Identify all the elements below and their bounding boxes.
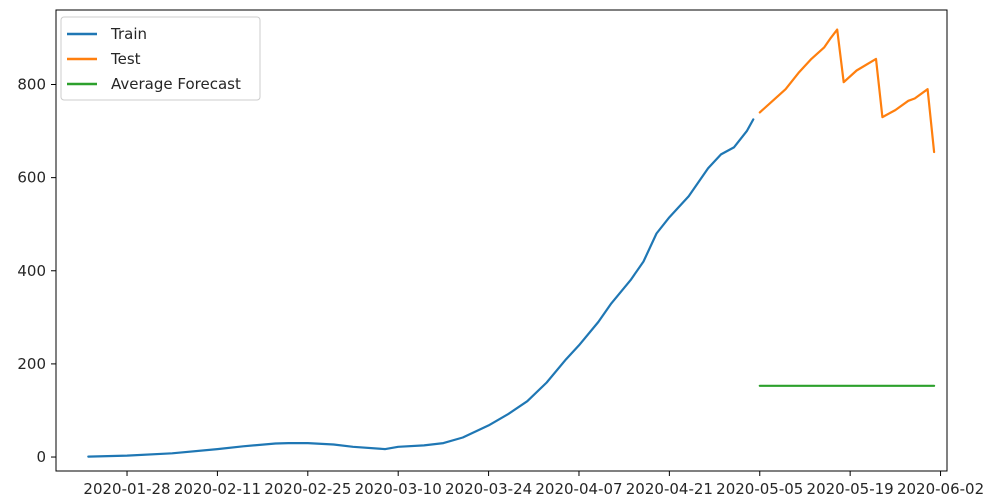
x-tick-label: 2020-03-24 bbox=[445, 480, 532, 498]
series-layer bbox=[87, 28, 936, 458]
legend-label-average-forecast: Average Forecast bbox=[111, 75, 241, 93]
x-tick-label: 2020-04-07 bbox=[535, 480, 622, 498]
legend-box bbox=[60, 16, 261, 101]
y-tick-label: 200 bbox=[17, 355, 46, 373]
legend-label-test: Test bbox=[110, 50, 141, 68]
x-tick-label: 2020-04-21 bbox=[626, 480, 713, 498]
x-tick-label: 2020-02-11 bbox=[174, 480, 261, 498]
x-tick-label: 2020-05-05 bbox=[716, 480, 803, 498]
x-tick-label: 2020-05-19 bbox=[807, 480, 894, 498]
x-tick-label: 2020-01-28 bbox=[83, 480, 170, 498]
x-tick-label: 2020-06-02 bbox=[897, 480, 984, 498]
series-line-train bbox=[87, 118, 755, 458]
y-axis: 0 200 400 600 800 bbox=[17, 76, 56, 466]
y-tick-label: 400 bbox=[17, 262, 46, 280]
legend: Train Test Average Forecast bbox=[60, 16, 261, 101]
series-line-test bbox=[758, 28, 936, 154]
x-tick-label: 2020-02-25 bbox=[264, 480, 351, 498]
x-axis: 2020-01-28 2020-02-11 2020-02-25 2020-03-10… bbox=[83, 471, 984, 498]
legend-label-train: Train bbox=[110, 25, 147, 43]
y-tick-label: 800 bbox=[17, 76, 46, 94]
y-tick-label: 0 bbox=[36, 448, 46, 466]
x-tick-label: 2020-03-10 bbox=[355, 480, 442, 498]
y-tick-label: 600 bbox=[17, 169, 46, 187]
